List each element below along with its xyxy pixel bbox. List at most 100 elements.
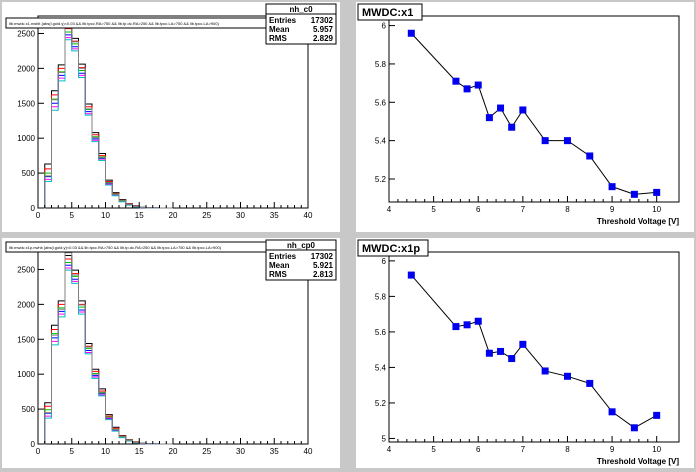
y-tick-label: 5.4 xyxy=(375,137,387,146)
x-tick-label: 8 xyxy=(565,445,570,454)
y-tick-label: 2500 xyxy=(17,29,35,38)
selection-text: llb.mwdc.x1.nwhit {abs(l.gold.y)<0.03 &&… xyxy=(9,21,219,26)
y-tick-label: 5.4 xyxy=(375,363,387,372)
data-point xyxy=(407,271,415,279)
pad-scatter-x1: 4 5 6 7 8 9 10 5.2 5.4 5.6 5.8 6 MWDC:x1 Threshold … xyxy=(356,2,694,232)
data-point xyxy=(497,347,505,355)
stats-entries-label: Entries xyxy=(269,252,297,261)
data-point xyxy=(653,188,661,196)
data-point xyxy=(541,367,549,375)
chart-title: MWDC:x1 xyxy=(362,7,413,19)
x-tick-label: 5 xyxy=(431,205,436,214)
x-tick-label: 9 xyxy=(610,205,615,214)
data-point xyxy=(485,114,493,122)
data-point xyxy=(519,340,527,348)
data-point xyxy=(474,81,482,89)
stats-entries-label: Entries xyxy=(269,16,297,25)
selection-text: llb.mwdc.x1p.nwhit {abs(l.gold.y)<0.03 &… xyxy=(9,245,222,250)
pad-hist-x1p: 0 5 10 15 20 25 30 35 40 0 500 1000 1500 2000 2500 llb… xyxy=(2,238,340,468)
data-point xyxy=(497,104,505,112)
data-point xyxy=(541,137,549,145)
x-tick-label: 4 xyxy=(387,205,392,214)
data-point xyxy=(485,349,493,357)
x-tick-label: 20 xyxy=(169,211,178,220)
stats-box: nh_cp0 Entries 17302 Mean 5.921 RMS 2.81… xyxy=(265,239,337,281)
x-axis-label: Threshold Voltage [V] xyxy=(597,457,679,466)
chart-title-box xyxy=(357,239,429,257)
y-tick-label: 2000 xyxy=(17,64,35,73)
x-tick-label: 15 xyxy=(135,447,144,456)
y-tick-label: 5.8 xyxy=(375,60,387,69)
x-tick-label: 8 xyxy=(565,205,570,214)
pad-hist-x1: 0 5 10 15 20 25 30 35 40 0 500 1000 1500 2000 2500 llb… xyxy=(2,2,340,232)
data-point xyxy=(452,323,460,331)
x-tick-label: 15 xyxy=(135,211,144,220)
x-tick-label: 30 xyxy=(236,211,245,220)
data-point xyxy=(586,152,594,160)
y-tick-label: 5.6 xyxy=(375,328,387,337)
x-tick-label: 40 xyxy=(304,211,313,220)
data-point xyxy=(463,85,471,93)
data-point xyxy=(586,379,594,387)
y-tick-label: 2000 xyxy=(17,300,35,309)
stats-rms-label: RMS xyxy=(269,270,287,279)
data-point xyxy=(608,183,616,191)
x-tick-label: 5 xyxy=(431,445,436,454)
x-tick-label: 30 xyxy=(236,447,245,456)
y-tick-label: 5.2 xyxy=(375,175,387,184)
x-tick-label: 0 xyxy=(36,447,41,456)
x-tick-label: 5 xyxy=(70,447,75,456)
stats-name: nh_cp0 xyxy=(287,241,316,250)
y-tick-label: 0 xyxy=(31,440,36,449)
data-point xyxy=(519,106,527,114)
data-point xyxy=(630,424,638,432)
hist-axes: 0 5 10 15 20 25 30 35 40 0 500 1000 1500 2000 2500 xyxy=(17,29,313,220)
stats-rms-label: RMS xyxy=(269,34,287,43)
x-tick-label: 6 xyxy=(476,205,481,214)
y-tick-label: 5.6 xyxy=(375,98,387,107)
x-tick-label: 35 xyxy=(270,447,279,456)
x-tick-label: 25 xyxy=(202,447,211,456)
x-tick-label: 5 xyxy=(70,211,75,220)
stats-name: nh_c0 xyxy=(289,5,313,14)
y-tick-label: 500 xyxy=(22,405,36,414)
x-tick-label: 9 xyxy=(610,445,615,454)
hist-axes: 0 5 10 15 20 25 30 35 40 0 500 1000 1500 2000 2500 xyxy=(17,265,313,456)
x-tick-label: 10 xyxy=(101,211,110,220)
x-tick-label: 10 xyxy=(652,445,661,454)
x-tick-label: 25 xyxy=(202,211,211,220)
stats-mean-label: Mean xyxy=(269,25,290,34)
y-tick-label: 6 xyxy=(382,257,387,266)
scatter-series xyxy=(407,271,661,432)
stats-rms: 2.813 xyxy=(313,270,334,279)
y-tick-label: 5 xyxy=(382,434,387,443)
data-point xyxy=(563,372,571,380)
stats-entries: 17302 xyxy=(311,252,334,261)
data-point xyxy=(608,408,616,416)
x-tick-label: 10 xyxy=(652,205,661,214)
data-point xyxy=(452,77,460,85)
y-tick-label: 0 xyxy=(31,204,36,213)
data-point xyxy=(407,29,415,37)
x-tick-label: 7 xyxy=(521,205,526,214)
y-tick-label: 5.8 xyxy=(375,292,387,301)
chart-title: MWDC:x1p xyxy=(362,243,420,255)
x-tick-label: 6 xyxy=(476,445,481,454)
data-point xyxy=(630,190,638,198)
stats-mean-label: Mean xyxy=(269,261,290,270)
stats-box: nh_c0 Entries 17302 Mean 5.957 RMS 2.829 xyxy=(265,3,337,45)
data-point xyxy=(474,317,482,325)
stats-entries: 17302 xyxy=(311,16,334,25)
stats-mean: 5.957 xyxy=(313,25,334,34)
x-tick-label: 20 xyxy=(169,447,178,456)
x-tick-label: 35 xyxy=(270,211,279,220)
y-tick-label: 1000 xyxy=(17,134,35,143)
y-tick-label: 1500 xyxy=(17,335,35,344)
y-tick-label: 6 xyxy=(382,22,387,31)
scatter-axes: 4 5 6 7 8 9 10 5.2 5.4 5.6 5.8 6 xyxy=(375,22,662,214)
y-tick-label: 1000 xyxy=(17,370,35,379)
stats-rms: 2.829 xyxy=(313,34,334,43)
y-tick-label: 5.2 xyxy=(375,399,387,408)
